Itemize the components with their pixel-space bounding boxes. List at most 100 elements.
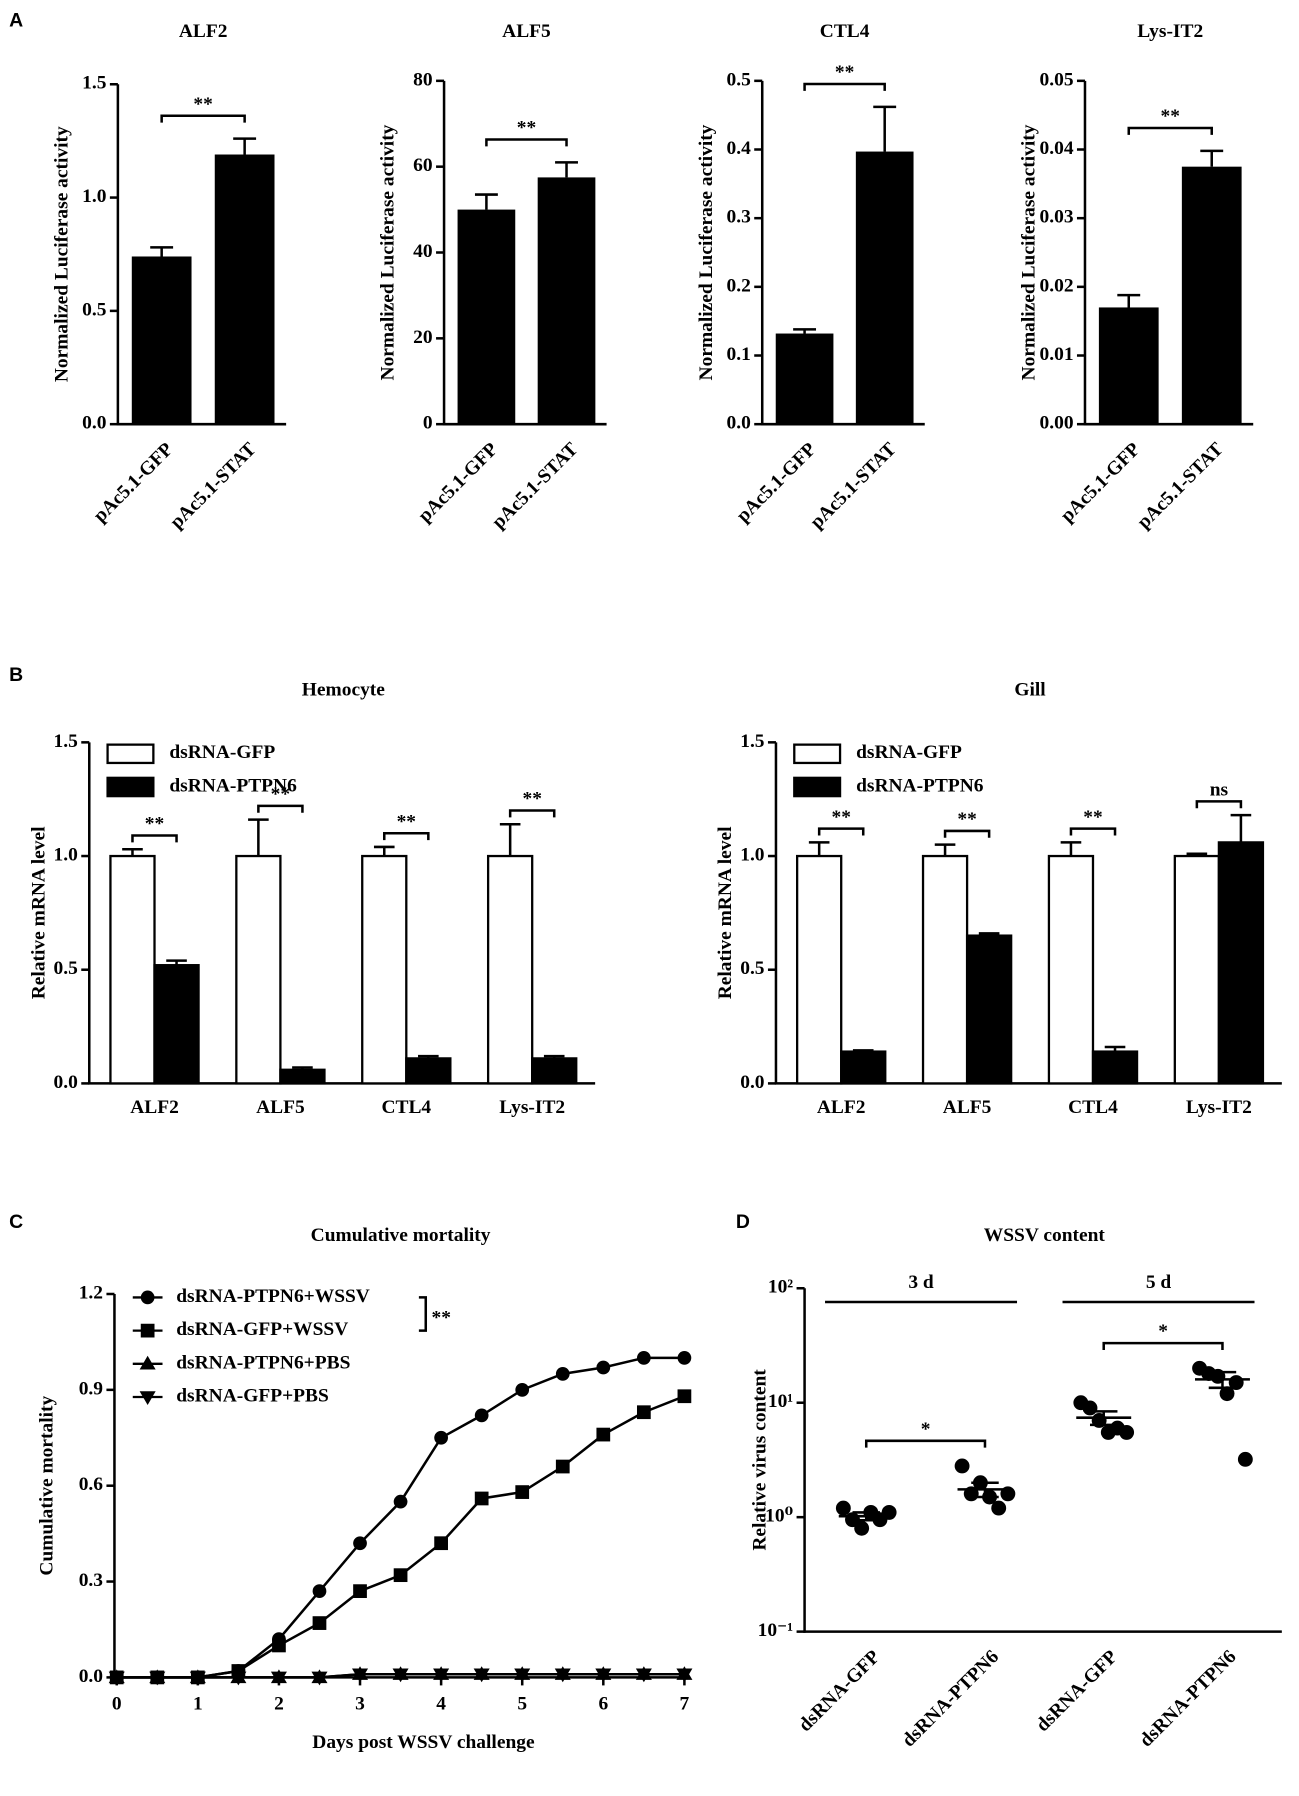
significance-bracket xyxy=(508,809,556,818)
y-tick-label: 10⁰ xyxy=(765,1506,793,1527)
point xyxy=(991,1500,1007,1516)
marker xyxy=(433,1668,450,1683)
y-tick-label: 1.5 xyxy=(740,731,764,752)
bar xyxy=(457,209,516,425)
marker xyxy=(555,1459,570,1474)
y-tick-label: 1.5 xyxy=(82,73,106,94)
error-bar xyxy=(808,841,830,857)
error-bar xyxy=(1230,813,1252,843)
error-bar xyxy=(1104,1045,1126,1052)
error-bar xyxy=(150,246,174,257)
bar xyxy=(855,151,914,425)
x-tick-label: Lys-IT2 xyxy=(499,1097,565,1118)
bar xyxy=(840,1050,887,1085)
bar xyxy=(361,854,408,1085)
point xyxy=(881,1504,897,1520)
y-axis-label: Relative mRNA level xyxy=(29,826,50,999)
x-tick-label: 4 xyxy=(436,1693,446,1714)
point xyxy=(1237,1451,1253,1467)
y-tick-label: 1.0 xyxy=(54,845,78,866)
x-tick-label: pAc5.1-GFP xyxy=(90,439,178,527)
legend-label: dsRNA-GFP xyxy=(169,742,275,763)
x-tick-label: 1 xyxy=(193,1693,203,1714)
bar xyxy=(537,177,596,425)
marker xyxy=(434,1430,448,1445)
point xyxy=(954,1458,970,1474)
error-bar xyxy=(122,847,143,857)
marker xyxy=(311,1671,328,1686)
error-bar xyxy=(373,845,395,857)
marker xyxy=(515,1485,530,1499)
point xyxy=(1119,1424,1135,1440)
bar xyxy=(1181,166,1242,425)
error-bar xyxy=(292,1066,313,1070)
error-bar xyxy=(1117,293,1141,308)
y-tick-label: 0.5 xyxy=(726,69,750,90)
y-tick-label: 1.0 xyxy=(82,186,106,207)
marker xyxy=(515,1382,530,1397)
y-tick-label: 1.2 xyxy=(79,1282,103,1303)
y-tick-label: 80 xyxy=(413,69,432,90)
error-bar xyxy=(418,1054,439,1059)
bar xyxy=(235,854,282,1085)
x-tick-label: ALF2 xyxy=(130,1097,179,1118)
point xyxy=(854,1520,870,1536)
marker xyxy=(635,1668,652,1683)
chart-title: CTL4 xyxy=(820,21,870,42)
y-tick-label: 0.0 xyxy=(79,1666,103,1687)
x-axis-label: Days post WSSV challenge xyxy=(312,1732,535,1753)
marker xyxy=(230,1671,247,1686)
marker xyxy=(676,1668,693,1683)
marker xyxy=(312,1584,327,1599)
significance-label: ** xyxy=(835,62,854,83)
point xyxy=(1082,1400,1098,1416)
error-bar xyxy=(1089,1410,1118,1427)
x-tick-label: pAc5.1-STAT xyxy=(166,439,260,533)
error-bar xyxy=(233,137,257,155)
significance-label: ** xyxy=(1083,807,1102,828)
bar xyxy=(109,854,156,1085)
bar xyxy=(921,854,969,1085)
x-tick-label: 0 xyxy=(112,1693,122,1714)
y-tick-label: 0.04 xyxy=(1040,138,1074,159)
y-tick-label: 0.6 xyxy=(79,1474,104,1495)
bar xyxy=(131,256,192,425)
error-bar xyxy=(978,932,1000,936)
significance-bracket xyxy=(1127,126,1213,135)
chart-title: ALF2 xyxy=(179,21,228,42)
legend-label: dsRNA-PTPN6 xyxy=(856,775,984,796)
y-tick-label: 0.03 xyxy=(1040,207,1074,228)
error-bar xyxy=(971,1481,999,1499)
legend-label: dsRNA-GFP xyxy=(856,742,962,763)
bar xyxy=(1098,307,1159,425)
x-tick-label: 3 xyxy=(355,1693,365,1714)
marker xyxy=(596,1427,611,1442)
y-tick-label: 0.3 xyxy=(726,207,751,228)
bar xyxy=(1217,841,1265,1085)
y-tick-label: 0.5 xyxy=(54,958,78,979)
marker xyxy=(595,1668,612,1683)
y-axis-label: Cumulative mortality xyxy=(37,1396,58,1576)
legend-label: dsRNA-GFP+PBS xyxy=(176,1385,329,1406)
significance-label: ns xyxy=(1210,780,1229,801)
marker xyxy=(140,1323,155,1338)
y-tick-label: 40 xyxy=(413,241,432,262)
chart-title: Gill xyxy=(1014,679,1046,700)
legend-swatch xyxy=(793,743,842,765)
significance-label: ** xyxy=(431,1308,450,1329)
error-bar xyxy=(852,1049,874,1052)
panel-label: D xyxy=(736,1211,750,1233)
y-tick-label: 0.1 xyxy=(726,344,750,365)
x-tick-label: ALF5 xyxy=(943,1097,992,1118)
bar xyxy=(1047,854,1095,1085)
x-tick-label: 7 xyxy=(680,1693,690,1714)
significance-label: ** xyxy=(517,118,536,139)
significance-label: ** xyxy=(1161,106,1180,127)
bar xyxy=(486,854,534,1085)
error-bar xyxy=(793,328,817,334)
marker xyxy=(140,1290,155,1305)
y-tick-label: 1.0 xyxy=(740,845,764,866)
marker xyxy=(473,1668,490,1683)
error-bar xyxy=(1060,841,1082,857)
